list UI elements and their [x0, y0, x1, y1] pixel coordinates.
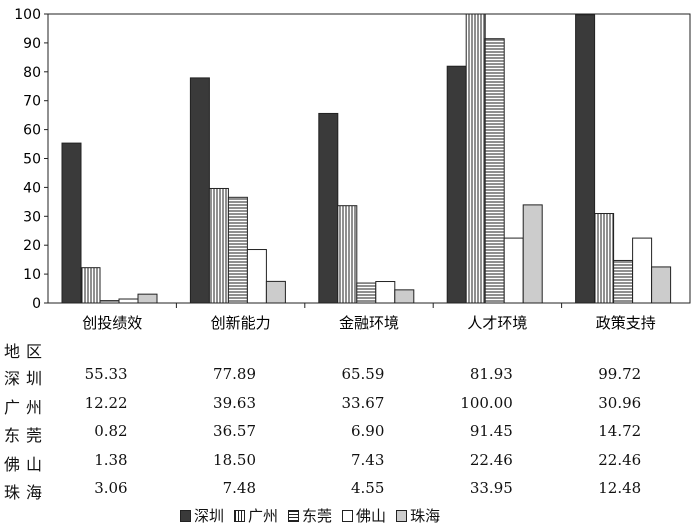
bar-珠海-创投绩效: [137, 293, 158, 304]
bar-珠海-政策支持: [651, 266, 672, 304]
table-cell: 77.89: [213, 365, 256, 383]
y-tick-label: 70: [23, 94, 41, 110]
bar-东莞-政策支持: [613, 259, 634, 304]
bar-东莞-人才环境: [484, 38, 505, 304]
bar-深圳-创新能力: [189, 77, 210, 304]
legend-item: 广州: [234, 505, 278, 526]
bars-layer: [61, 13, 672, 304]
legend-swatch: [234, 509, 246, 522]
legend-item: 佛山: [342, 505, 386, 526]
table-cell: 22.46: [469, 450, 513, 469]
table-cell: 39.63: [213, 393, 256, 412]
table-row-label: 广州: [4, 397, 49, 417]
legend-label: 东莞: [302, 507, 333, 525]
y-tick-label: 90: [23, 36, 41, 52]
bar-深圳-政策支持: [575, 14, 596, 304]
table-cell: 7.43: [351, 450, 385, 469]
bar-深圳-金融环境: [318, 112, 339, 304]
bar-chart: 0 10 20 30 40 50 60 70 80 90 100 创投绩效 创新能力 金融环境 人才环境 政策…: [14, 7, 691, 332]
legend-item: 东莞: [288, 505, 332, 526]
bar-珠海-金融环境: [394, 289, 415, 304]
table-cell: 12.48: [598, 479, 642, 497]
y-tick-label: 10: [23, 267, 41, 283]
bar-佛山-人才环境: [503, 237, 524, 304]
bar-珠海-创新能力: [265, 280, 286, 304]
bar-广州-创投绩效: [80, 267, 101, 304]
table-cell: 33.67: [341, 393, 385, 412]
legend: 深圳 广州 东莞 佛山 珠海: [180, 505, 440, 526]
table-cell: 6.90: [351, 422, 385, 440]
table-cell: 33.95: [469, 479, 513, 497]
bar-佛山-创新能力: [246, 249, 267, 304]
table-cell: 81.93: [469, 365, 513, 383]
table-cell: 0.82: [94, 422, 128, 440]
table-cell: 3.06: [94, 479, 128, 497]
legend-label: 佛山: [356, 507, 387, 525]
bar-珠海-人才环境: [522, 204, 543, 304]
table-cell: 65.59: [341, 365, 385, 383]
legend-swatch: [180, 509, 191, 522]
bar-广州-人才环境: [465, 13, 486, 304]
table-cell: 36.57: [213, 422, 256, 440]
bar-广州-金融环境: [337, 205, 358, 304]
y-tick-label: 0: [32, 296, 41, 312]
table-row-label: 深圳: [4, 369, 49, 388]
y-tick-label: 50: [23, 152, 41, 168]
y-tick-label: 80: [23, 65, 41, 81]
legend-swatch: [288, 509, 300, 522]
bar-佛山-创投绩效: [118, 298, 139, 304]
bar-广州-创新能力: [208, 187, 229, 304]
bar-东莞-金融环境: [356, 282, 377, 304]
bar-东莞-创投绩效: [99, 300, 120, 304]
table-row-label: 东莞: [4, 426, 49, 445]
legend-item: 珠海: [396, 505, 440, 526]
y-tick-label: 60: [23, 123, 41, 139]
table-header: 地区: [4, 342, 49, 361]
table-cell: 7.48: [222, 479, 256, 497]
table-cell: 12.22: [84, 393, 128, 412]
legend-label: 广州: [248, 507, 279, 525]
x-category-label: 创新能力: [211, 314, 271, 332]
table-row-label: 珠海: [4, 483, 49, 502]
x-category-label: 创投绩效: [82, 314, 142, 332]
y-tick-label: 20: [23, 238, 41, 254]
bar-深圳-人才环境: [446, 65, 467, 304]
table-cell: 14.72: [598, 422, 642, 440]
legend-item: 深圳: [180, 505, 224, 526]
y-tick-label: 30: [23, 209, 41, 225]
legend-swatch: [342, 509, 354, 522]
bar-深圳-创投绩效: [61, 142, 82, 304]
table-cell: 4.55: [351, 479, 385, 497]
table-cell: 91.45: [469, 422, 513, 440]
table-cell: 22.46: [598, 450, 642, 469]
bar-佛山-政策支持: [632, 237, 653, 304]
bar-广州-政策支持: [594, 213, 615, 304]
table-cell: 30.96: [598, 393, 642, 412]
labels-layer: 0 10 20 30 40 50 60 70 80 90 100 创投绩效 创新能力 金融环境 人才环境 政策…: [14, 7, 656, 332]
x-category-label: 金融环境: [339, 314, 399, 332]
table-cell: 100.00: [460, 393, 513, 412]
bar-佛山-金融环境: [375, 281, 396, 304]
table-row-label: 佛山: [4, 454, 49, 474]
legend-label: 深圳: [194, 507, 225, 525]
x-category-label: 人才环境: [467, 314, 527, 332]
bar-东莞-创新能力: [227, 196, 248, 304]
y-tick-label: 100: [14, 7, 41, 23]
table-cell: 99.72: [598, 365, 642, 383]
x-category-label: 政策支持: [596, 314, 656, 332]
legend-swatch: [396, 509, 408, 522]
legend-label: 珠海: [410, 507, 441, 525]
y-tick-label: 40: [23, 180, 41, 196]
table-cell: 18.50: [213, 450, 256, 469]
table-cell: 55.33: [84, 365, 128, 383]
table-cell: 1.38: [94, 450, 128, 469]
